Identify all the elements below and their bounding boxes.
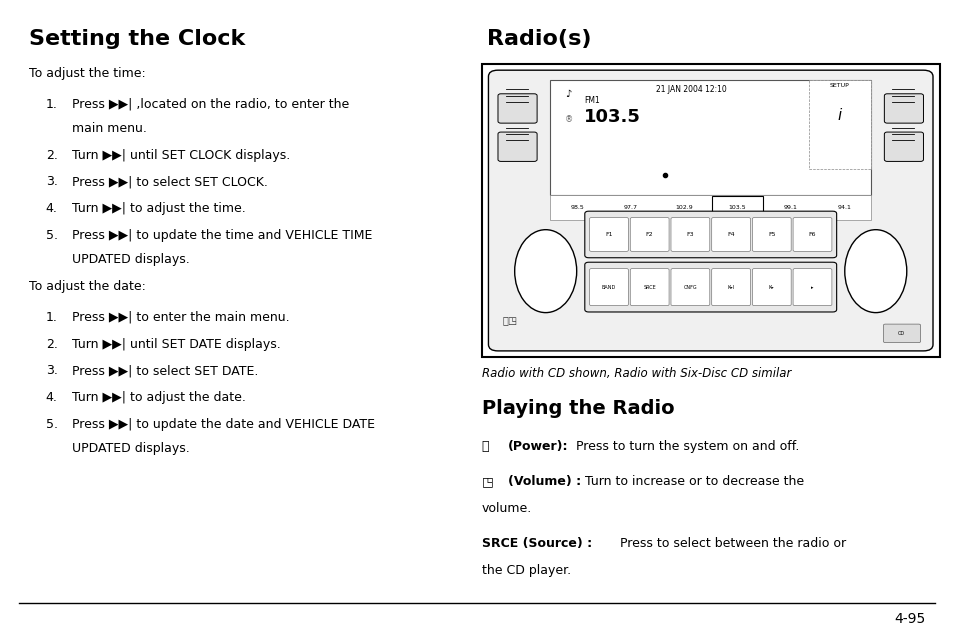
Text: the CD player.: the CD player. (481, 564, 570, 577)
Text: F4: F4 (726, 232, 734, 237)
FancyBboxPatch shape (711, 196, 762, 219)
FancyBboxPatch shape (550, 195, 870, 220)
FancyBboxPatch shape (630, 218, 668, 251)
Text: volume.: volume. (481, 502, 532, 515)
Text: Press to select between the radio or: Press to select between the radio or (612, 537, 845, 550)
FancyBboxPatch shape (711, 269, 750, 306)
Text: 94.1: 94.1 (837, 205, 850, 210)
FancyBboxPatch shape (792, 269, 831, 306)
Text: (Volume) :: (Volume) : (507, 475, 580, 488)
Text: F2: F2 (645, 232, 653, 237)
Text: F5: F5 (767, 232, 775, 237)
Text: 103.5: 103.5 (583, 108, 640, 126)
FancyBboxPatch shape (550, 80, 870, 195)
Text: Radio(s): Radio(s) (486, 29, 591, 48)
FancyBboxPatch shape (752, 218, 790, 251)
Text: ®: ® (564, 115, 573, 124)
Ellipse shape (843, 230, 906, 313)
Text: K▸I: K▸I (727, 285, 734, 290)
Text: 1.: 1. (46, 98, 57, 110)
Text: UPDATED displays.: UPDATED displays. (71, 442, 189, 455)
FancyBboxPatch shape (584, 211, 836, 258)
Text: 3.: 3. (46, 175, 57, 188)
Text: F3: F3 (686, 232, 694, 237)
Text: Press ▶▶| ,located on the radio, to enter the: Press ▶▶| ,located on the radio, to ente… (71, 98, 349, 110)
Text: i: i (837, 108, 841, 124)
FancyBboxPatch shape (792, 218, 831, 251)
Text: Setting the Clock: Setting the Clock (29, 29, 245, 48)
Text: ⏻: ⏻ (481, 440, 489, 453)
Text: 103.5: 103.5 (728, 205, 745, 210)
Text: SRCE (Source) :: SRCE (Source) : (481, 537, 591, 550)
Text: F6: F6 (808, 232, 816, 237)
FancyBboxPatch shape (589, 269, 628, 306)
FancyBboxPatch shape (481, 64, 939, 357)
Text: UPDATED displays.: UPDATED displays. (71, 253, 189, 266)
FancyBboxPatch shape (711, 218, 750, 251)
Text: 99.1: 99.1 (783, 205, 797, 210)
Text: K▸: K▸ (768, 285, 774, 290)
FancyBboxPatch shape (584, 262, 836, 312)
Text: BAND: BAND (601, 285, 616, 290)
FancyBboxPatch shape (883, 94, 923, 123)
Text: Press ▶▶| to update the time and VEHICLE TIME: Press ▶▶| to update the time and VEHICLE… (71, 229, 372, 242)
Text: To adjust the time:: To adjust the time: (29, 67, 145, 80)
Text: Playing the Radio: Playing the Radio (481, 399, 674, 418)
Text: ◳: ◳ (481, 475, 493, 488)
FancyBboxPatch shape (670, 218, 709, 251)
Text: main menu.: main menu. (71, 122, 146, 135)
Text: Turn to increase or to decrease the: Turn to increase or to decrease the (577, 475, 803, 488)
Text: To adjust the date:: To adjust the date: (29, 280, 146, 293)
Text: 3.: 3. (46, 364, 57, 377)
FancyBboxPatch shape (808, 80, 870, 169)
Text: SETUP: SETUP (829, 83, 849, 88)
Text: 4.: 4. (46, 391, 57, 404)
Text: 97.7: 97.7 (623, 205, 637, 210)
Text: ♪: ♪ (564, 89, 571, 100)
Ellipse shape (515, 230, 576, 313)
Text: Turn ▶▶| until SET DATE displays.: Turn ▶▶| until SET DATE displays. (71, 338, 280, 350)
Text: 102.9: 102.9 (675, 205, 692, 210)
Text: Press ▶▶| to update the date and VEHICLE DATE: Press ▶▶| to update the date and VEHICLE… (71, 418, 375, 431)
Text: SRCE: SRCE (642, 285, 656, 290)
Text: Press ▶▶| to enter the main menu.: Press ▶▶| to enter the main menu. (71, 311, 289, 323)
FancyBboxPatch shape (488, 70, 932, 351)
FancyBboxPatch shape (497, 94, 537, 123)
Text: 1.: 1. (46, 311, 57, 323)
Text: Press to turn the system on and off.: Press to turn the system on and off. (567, 440, 799, 453)
Text: ⏻◳: ⏻◳ (502, 315, 517, 325)
Text: 4.: 4. (46, 202, 57, 215)
Text: 4-95: 4-95 (893, 612, 924, 627)
Text: FM1: FM1 (583, 96, 599, 105)
Text: (Power):: (Power): (507, 440, 567, 453)
Text: 2.: 2. (46, 149, 57, 161)
Text: Press ▶▶| to select SET DATE.: Press ▶▶| to select SET DATE. (71, 364, 257, 377)
FancyBboxPatch shape (882, 324, 920, 343)
Text: 98.5: 98.5 (570, 205, 583, 210)
FancyBboxPatch shape (752, 269, 790, 306)
Text: Turn ▶▶| to adjust the date.: Turn ▶▶| to adjust the date. (71, 391, 245, 404)
Text: CD: CD (897, 331, 904, 336)
FancyBboxPatch shape (630, 269, 668, 306)
Text: 21 JAN 2004 12:10: 21 JAN 2004 12:10 (656, 85, 726, 94)
Text: 5.: 5. (46, 418, 58, 431)
FancyBboxPatch shape (589, 218, 628, 251)
FancyBboxPatch shape (497, 132, 537, 161)
FancyBboxPatch shape (670, 269, 709, 306)
Text: Radio with CD shown, Radio with Six-Disc CD similar: Radio with CD shown, Radio with Six-Disc… (481, 367, 790, 380)
Text: 5.: 5. (46, 229, 58, 242)
Text: CNFG: CNFG (683, 285, 697, 290)
Text: 2.: 2. (46, 338, 57, 350)
Text: ▸: ▸ (810, 285, 813, 290)
Text: Turn ▶▶| until SET CLOCK displays.: Turn ▶▶| until SET CLOCK displays. (71, 149, 290, 161)
FancyBboxPatch shape (883, 132, 923, 161)
Text: Turn ▶▶| to adjust the time.: Turn ▶▶| to adjust the time. (71, 202, 245, 215)
Text: Press ▶▶| to select SET CLOCK.: Press ▶▶| to select SET CLOCK. (71, 175, 267, 188)
Text: F1: F1 (604, 232, 612, 237)
